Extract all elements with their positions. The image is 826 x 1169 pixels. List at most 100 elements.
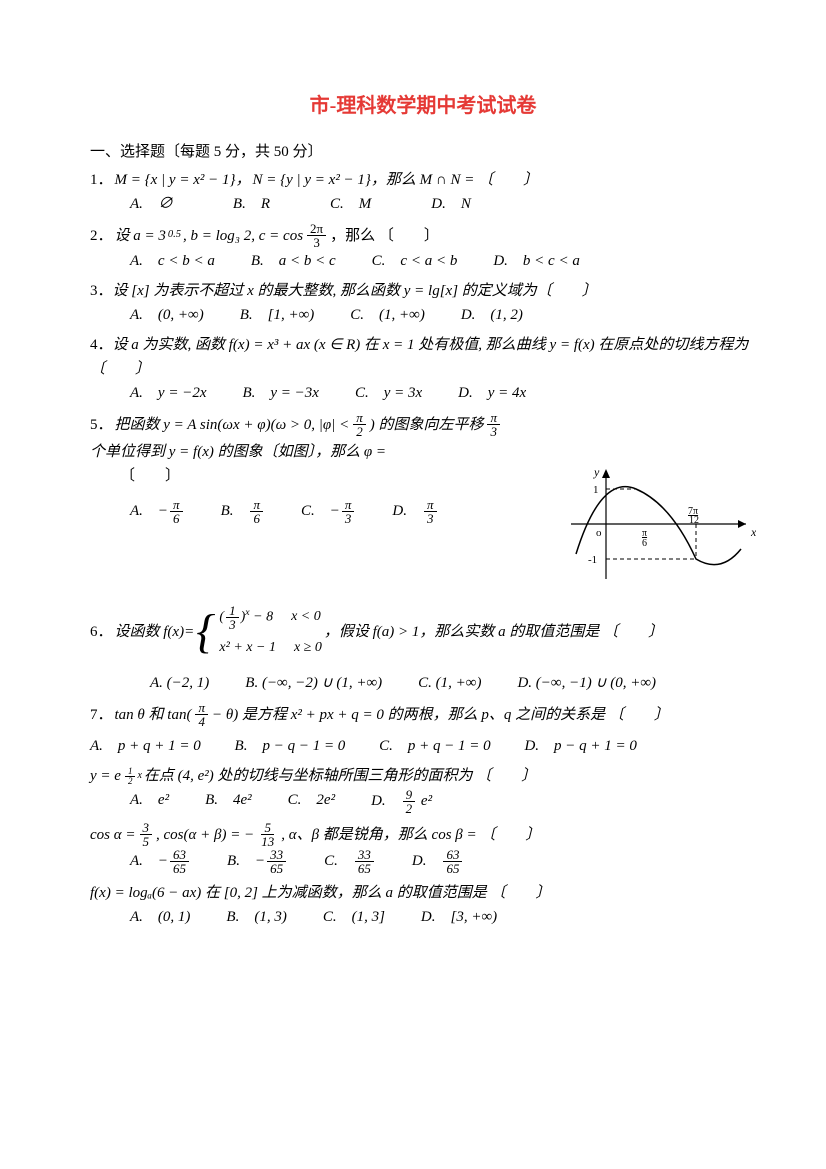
q5-f1n: π — [353, 411, 366, 425]
page-title: 市-理科数学期中考试试卷 — [90, 90, 756, 122]
q9-Cn: 33 — [355, 848, 374, 862]
q8-opt-a: A. e² — [130, 788, 169, 815]
q5-f1: π2 — [353, 411, 366, 438]
q5-B-pre: B. — [221, 503, 249, 519]
q5-C-pre: C. − — [301, 503, 340, 519]
q5-stem-a: 把函数 y = A sin(ωx + φ)(ω > 0, |φ| < — [115, 413, 350, 437]
q7-fn: π — [195, 701, 208, 715]
q5-A-n: π — [170, 498, 183, 512]
question-4: 4．设 a 为实数, 函数 f(x) = x³ + ax (x ∈ R) 在 x… — [90, 333, 756, 405]
q6-c2cond: x ≥ 0 — [294, 637, 322, 659]
q9-f1n: 3 — [140, 821, 153, 835]
q5-D-d: 3 — [424, 512, 437, 525]
q10-opt-b: B. (1, 3) — [226, 905, 286, 929]
q1-opt-b: B. R — [233, 192, 270, 216]
q9-Bd: 65 — [267, 862, 286, 875]
question-5: 5． 把函数 y = A sin(ωx + φ)(ω > 0, |φ| < π2… — [90, 411, 756, 584]
q5-num: 5． — [90, 413, 113, 437]
q7-fd: 4 — [195, 715, 208, 728]
q9-Ad: 65 — [170, 862, 189, 875]
q2-opt-d: D. b < c < a — [493, 249, 580, 273]
graph-ym1: -1 — [588, 554, 597, 566]
q9-opt-c: C. 3365 — [324, 848, 376, 875]
graph-y1: 1 — [593, 484, 599, 496]
q1-stem-a: M = {x | y = x² − 1}， — [115, 168, 251, 192]
q8-ed: 2 — [125, 777, 136, 786]
q9-opt-d: D. 6365 — [412, 848, 465, 875]
q3-opt-b: B. [1, +∞) — [240, 303, 315, 327]
question-6: 6． 设函数 f(x)= { (13)x − 8 x < 0 x² + x − … — [90, 604, 756, 695]
q10-opt-a: A. (0, 1) — [130, 905, 190, 929]
q4-opt-c: C. y = 3x — [355, 381, 422, 405]
q2-frac-num: 2π — [307, 222, 326, 236]
q9-f2n: 5 — [261, 821, 274, 835]
q4-stem: 设 a 为实数, 函数 f(x) = x³ + ax (x ∈ R) 在 x =… — [90, 337, 748, 377]
q6-opt-c: C. (1, +∞) — [418, 671, 481, 695]
q1-opt-c: C. M — [330, 192, 371, 216]
q9-stem-b: , cos(α + β) = − — [156, 823, 254, 847]
q2-stem-a: 设 a = 3 — [115, 224, 166, 248]
q5-stem-b: ) 的图象向左平移 — [370, 413, 484, 437]
q6-c1cond: x < 0 — [291, 606, 321, 628]
q6-num: 6． — [90, 620, 113, 644]
q2-frac: 2π 3 — [307, 222, 326, 249]
q2-stem-c: ，那么 〔 〕 — [330, 224, 439, 248]
q8-opt-b: B. 4e² — [205, 788, 252, 815]
q3-opt-d: D. (1, 2) — [461, 303, 523, 327]
q7-stem-a: tan θ 和 tan( — [115, 703, 192, 727]
q10-opt-d: D. [3, +∞) — [421, 905, 497, 929]
q10-stem: f(x) = logₐ(6 − ax) 在 [0, 2] 上为减函数，那么 a … — [90, 881, 756, 905]
question-1: 1． M = {x | y = x² − 1}， N = {y | y = x²… — [90, 168, 756, 216]
q5-A-pre: A. − — [130, 503, 168, 519]
q4-opt-a: A. y = −2x — [130, 381, 206, 405]
q4-opt-b: B. y = −3x — [242, 381, 318, 405]
q7-opt-a: A. p + q + 1 = 0 — [90, 738, 201, 754]
graph-x2d: 6 — [642, 538, 647, 549]
q6-c1d: 3 — [226, 618, 239, 631]
q2-opt-b: B. a < b < c — [251, 249, 336, 273]
q1-num: 1． — [90, 168, 113, 192]
q5-C-d: 3 — [342, 512, 355, 525]
q5-C-n: π — [342, 498, 355, 512]
q5-f1d: 2 — [353, 425, 366, 438]
q9-stem-c: , α、β 都是锐角，那么 cos β = 〔 〕 — [281, 823, 540, 847]
q5-opt-a: A. −π6 — [130, 498, 185, 525]
q7-num: 7． — [90, 703, 113, 727]
q7-opt-c: C. p + q − 1 = 0 — [379, 738, 491, 754]
q9-stem-a: cos α = — [90, 823, 136, 847]
q9-An: 63 — [170, 848, 189, 862]
q7-frac: π4 — [195, 701, 208, 728]
section-1-heading: 一、选择题〔每题 5 分，共 50 分〕 — [90, 140, 756, 164]
question-7: 7． tan θ 和 tan( π4 − θ) 是方程 x² + px + q … — [90, 701, 756, 758]
q9-Dd: 65 — [443, 862, 462, 875]
q9-Bp: B. − — [227, 853, 265, 869]
q1-opt-d: D. N — [431, 192, 471, 216]
q5-f2d: 3 — [487, 425, 500, 438]
sine-graph: x y o 1 -1 7π 12 π 6 — [566, 464, 756, 584]
q7-stem-b: − θ) 是方程 x² + px + q = 0 的两根，那么 p、q 之间的关… — [212, 703, 669, 727]
q5-blank: 〔 〕 — [120, 464, 548, 488]
q5-stem-c: 个单位得到 y = f(x) 的图象〔如图〕，那么 φ = — [90, 440, 386, 464]
q5-opt-b: B. π6 — [221, 498, 265, 525]
q7-opt-d: D. p − q + 1 = 0 — [524, 738, 636, 754]
q8-opt-c: C. 2e² — [288, 788, 335, 815]
q3-num: 3． — [90, 283, 113, 299]
q6-opt-a: A. (−2, 1) — [150, 671, 209, 695]
q7-opt-b: B. p − q − 1 = 0 — [235, 738, 346, 754]
q6-piecewise: { (13)x − 8 x < 0 x² + x − 1 x ≥ 0 — [196, 604, 322, 659]
question-3: 3．设 [x] 为表示不超过 x 的最大整数, 那么函数 y = lg[x] 的… — [90, 279, 756, 327]
question-9: cos α = 35 , cos(α + β) = − 513 , α、β 都是… — [90, 821, 756, 875]
q6-c1n: 1 — [226, 604, 239, 618]
q2-num: 2． — [90, 224, 113, 248]
q3-opt-a: A. (0, +∞) — [130, 303, 204, 327]
q9-Dn: 63 — [443, 848, 462, 862]
q5-B-d: 6 — [250, 512, 263, 525]
q8-stem-a: y = e — [90, 764, 121, 788]
svg-text:o: o — [596, 527, 602, 539]
q8-stem-b: 在点 (4, e²) 处的切线与坐标轴所围三角形的面积为 〔 〕 — [144, 764, 536, 788]
q8-Ds: e² — [417, 793, 432, 809]
q5-opt-d: D. π3 — [392, 498, 438, 525]
graph-x1d: 12 — [689, 515, 699, 526]
q2-opt-c: C. c < a < b — [372, 249, 458, 273]
q3-stem: 设 [x] 为表示不超过 x 的最大整数, 那么函数 y = lg[x] 的定义… — [113, 283, 597, 299]
